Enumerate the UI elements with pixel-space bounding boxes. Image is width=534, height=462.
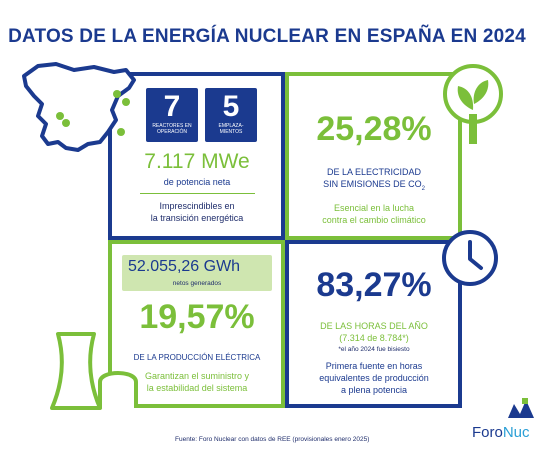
spain-map-icon <box>22 62 136 152</box>
note-transition: Imprescindibles en la transición energét… <box>112 200 282 224</box>
clock-icon <box>442 230 498 286</box>
energy-value: 52.055,26 GWh <box>128 258 241 275</box>
power-value: 7.117 MWe <box>144 150 250 173</box>
note-supply-line1: Garantizan el suministro y <box>144 371 250 381</box>
reactors-label: REACTORES EN OPERACIÓN <box>152 123 192 135</box>
reactors-value: 7 <box>163 90 181 123</box>
note-hours-line1: Primera fuente en horas <box>325 361 423 371</box>
foro-nuclear-logo-icon <box>508 398 534 418</box>
note-hours: Primera fuente en horas equivalentes de … <box>289 360 459 396</box>
tree-icon <box>443 64 503 144</box>
hours-line1: DE LAS HORAS DEL AÑO <box>320 321 428 331</box>
emissions-line2: SIN EMISIONES DE CO2 <box>289 178 459 195</box>
reactors-counter: 7 REACTORES EN OPERACIÓN <box>146 88 198 142</box>
production-value: 19,57% <box>139 298 255 336</box>
production-label: DE LA PRODUCCIÓN ELÉCTRICA <box>133 353 261 362</box>
emissions-value: 25,28% <box>316 110 432 148</box>
cooling-tower-icon <box>50 332 138 410</box>
note-transition-line2: la transición energética <box>150 213 244 223</box>
note-hours-line3: a plena potencia <box>340 385 408 395</box>
sites-counter: 5 EMPLAZA-MIENTOS <box>205 88 257 142</box>
logo-text-foro: Foro <box>472 424 503 441</box>
note-climate-line1: Esencial en la lucha <box>333 203 415 213</box>
panel-hours <box>285 240 462 408</box>
note-hours-line2: equivalentes de producción <box>319 373 429 383</box>
energy-label: netos generados <box>172 280 222 287</box>
hours-line2: (7.314 de 8.784*) <box>339 333 409 343</box>
power-divider <box>140 193 255 194</box>
foro-nuclear-logo[interactable]: ForoNuc <box>472 424 530 441</box>
sites-label: EMPLAZA-MIENTOS <box>218 123 244 135</box>
emissions-line2-text: SIN EMISIONES DE CO <box>323 179 422 189</box>
sites-value: 5 <box>222 90 240 123</box>
leap-year-footnote: *el año 2024 fue bisiesto <box>338 346 410 353</box>
logo-text-nuc: Nuc <box>502 424 530 441</box>
note-transition-line1: Imprescindibles en <box>159 201 235 211</box>
note-supply-line2: la estabilidad del sistema <box>146 383 248 393</box>
note-supply: Garantizan el suministro y la estabilida… <box>112 370 282 394</box>
note-climate-line2: contra el cambio climático <box>322 215 426 225</box>
emissions-line1: DE LA ELECTRICIDAD <box>326 167 422 177</box>
page-title: DATOS DE LA ENERGÍA NUCLEAR EN ESPAÑA EN… <box>8 26 526 47</box>
panel-reactors <box>108 72 285 240</box>
panel-production <box>108 240 285 408</box>
note-climate: Esencial en la lucha contra el cambio cl… <box>289 202 459 226</box>
energy-box <box>122 255 272 291</box>
panel-emissions <box>285 72 462 240</box>
power-label: de potencia neta <box>163 177 231 187</box>
co2-subscript: 2 <box>421 185 425 192</box>
hours-value: 83,27% <box>316 266 432 304</box>
source-note: Fuente: Foro Nuclear con datos de REE (p… <box>175 436 370 443</box>
